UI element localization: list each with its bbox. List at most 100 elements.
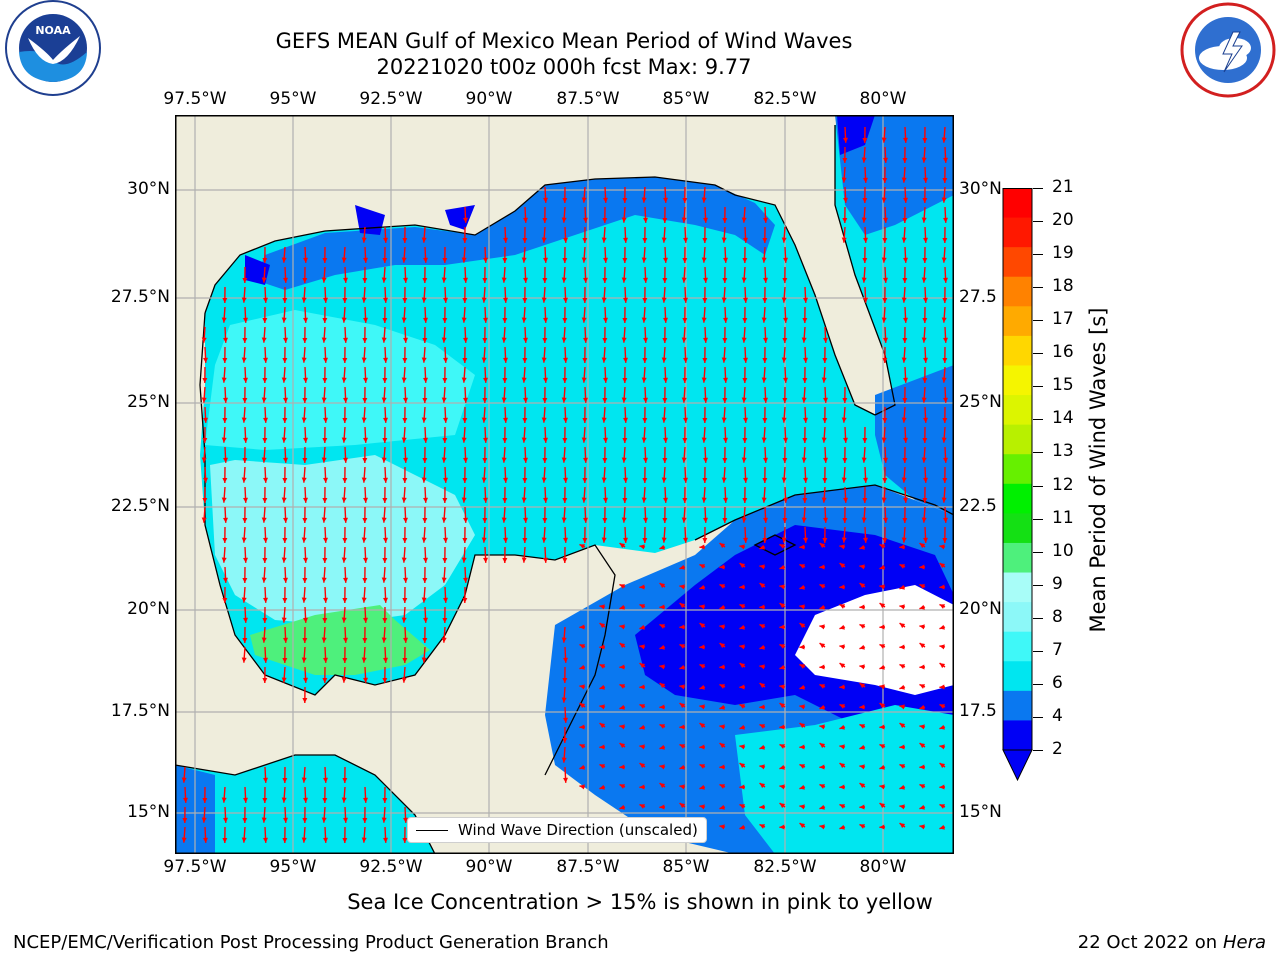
wind-arrow xyxy=(321,566,327,583)
wind-arrow xyxy=(739,644,746,650)
wind-arrow xyxy=(759,723,766,729)
wind-arrow xyxy=(342,466,348,483)
wind-arrow xyxy=(679,702,686,709)
wind-arrow xyxy=(763,206,769,223)
wind-arrow xyxy=(261,446,267,463)
wind-arrow xyxy=(919,604,926,610)
wind-arrow xyxy=(779,724,786,730)
wind-arrow xyxy=(561,326,567,343)
wind-arrow xyxy=(939,703,946,709)
wind-arrow xyxy=(302,686,308,703)
colorbar-tick-mark xyxy=(1033,419,1043,421)
wind-arrow xyxy=(743,286,749,303)
wind-arrow xyxy=(402,526,408,543)
wind-arrow xyxy=(781,346,787,363)
wind-arrow xyxy=(799,644,806,650)
lat-tick-left: 25°N xyxy=(127,392,170,412)
wind-arrow xyxy=(622,306,628,323)
wind-arrow xyxy=(241,826,247,843)
wind-arrow xyxy=(263,346,269,363)
wind-arrow xyxy=(422,386,428,403)
wind-arrow xyxy=(203,466,209,483)
wind-arrow xyxy=(903,306,909,323)
wind-arrow xyxy=(639,762,646,769)
wind-arrow xyxy=(821,426,827,443)
wind-arrow xyxy=(719,742,726,749)
wind-arrow xyxy=(639,644,646,650)
wind-arrow xyxy=(842,506,848,523)
wind-arrow xyxy=(819,742,826,749)
lon-tick-bottom: 82.5°W xyxy=(753,857,817,877)
wind-arrow xyxy=(619,704,626,710)
wind-arrow xyxy=(821,366,827,383)
wind-arrow xyxy=(422,626,428,643)
wind-arrow xyxy=(322,426,328,443)
wind-arrow xyxy=(302,386,308,403)
wind-arrow xyxy=(779,743,786,749)
wind-arrow xyxy=(919,764,926,770)
wind-arrow xyxy=(663,366,669,383)
wind-arrow xyxy=(801,446,807,463)
wind-arrow xyxy=(583,266,589,283)
wind-arrow xyxy=(862,486,868,503)
wind-arrow xyxy=(719,604,726,610)
wind-arrow xyxy=(719,704,726,710)
colorbar-segment xyxy=(1003,424,1032,455)
wind-arrow xyxy=(182,806,188,823)
wind-arrow xyxy=(523,266,529,283)
wind-arrow xyxy=(443,526,449,543)
wind-arrow xyxy=(719,542,726,549)
wind-arrow xyxy=(859,582,866,589)
wind-arrow xyxy=(341,546,347,563)
wind-arrow xyxy=(401,486,407,503)
wind-arrow xyxy=(562,366,568,383)
wind-arrow xyxy=(582,286,588,303)
wind-arrow xyxy=(603,426,609,443)
wind-arrow xyxy=(481,466,487,483)
wind-arrow xyxy=(781,286,787,303)
wind-arrow xyxy=(819,564,826,570)
wind-arrow xyxy=(923,286,929,303)
wind-arrow xyxy=(422,566,428,583)
wind-arrow xyxy=(942,466,948,483)
colorbar-tick-mark xyxy=(1033,287,1043,289)
lon-tick-bottom: 97.5°W xyxy=(163,857,227,877)
footer-date: 22 Oct 2022 on xyxy=(1077,932,1218,953)
wind-arrow xyxy=(741,206,747,223)
wind-arrow xyxy=(623,226,629,243)
wind-arrow xyxy=(302,626,308,643)
wind-arrow xyxy=(382,546,388,563)
wind-arrow xyxy=(859,744,866,750)
wind-arrow xyxy=(739,824,746,830)
wind-arrow xyxy=(383,406,389,423)
wind-arrow xyxy=(619,742,626,749)
wind-arrow xyxy=(943,146,949,163)
wind-arrow xyxy=(641,306,647,323)
wind-arrow xyxy=(759,764,766,770)
wind-arrow xyxy=(582,526,588,543)
wind-arrow xyxy=(939,803,946,809)
wind-arrow xyxy=(243,306,249,323)
wind-arrow xyxy=(901,166,907,183)
wind-arrow xyxy=(222,466,228,483)
wind-arrow xyxy=(719,624,726,630)
wind-arrow xyxy=(361,646,367,663)
wind-arrow xyxy=(561,446,567,463)
wind-arrow xyxy=(522,346,528,363)
wind-arrow xyxy=(321,506,327,523)
wind-arrow xyxy=(703,326,709,343)
wind-arrow xyxy=(943,446,949,463)
wind-arrow xyxy=(362,326,368,343)
wind-arrow xyxy=(202,786,208,803)
wind-arrow xyxy=(939,762,946,769)
wind-wave-arrows xyxy=(181,126,949,843)
wind-arrow xyxy=(859,804,866,810)
wind-arrow xyxy=(702,406,708,423)
wind-arrow xyxy=(743,526,749,543)
wind-arrow xyxy=(721,346,727,363)
wind-arrow xyxy=(823,506,829,523)
wind-arrow xyxy=(282,286,288,303)
colorbar-tick-label: 18 xyxy=(1052,276,1074,297)
wind-arrow xyxy=(879,824,886,830)
colorbar-segment xyxy=(1003,276,1032,307)
